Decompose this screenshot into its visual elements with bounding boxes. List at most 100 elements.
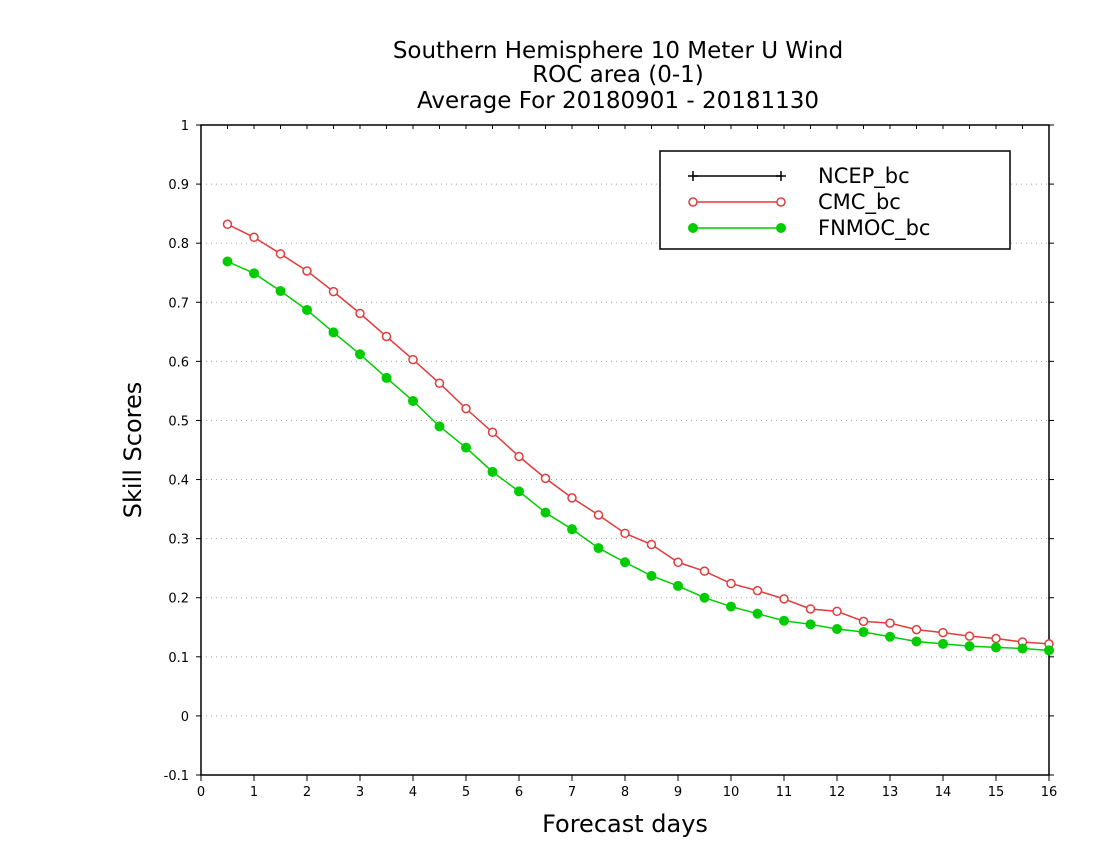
data-point-fnmoc-bc (302, 304, 312, 315)
x-tick-label: 6 (515, 785, 523, 800)
legend-marker-cmc-bc (688, 197, 698, 207)
data-point-fnmoc-bc (938, 638, 948, 649)
x-tick-label: 11 (776, 785, 793, 800)
data-point-fnmoc-bc (487, 466, 498, 477)
data-point-fnmoc-bc (620, 557, 630, 568)
data-point-fnmoc-bc (1044, 645, 1054, 656)
series-line-fnmoc-bc (227, 260, 1050, 652)
y-tick-label: 0.5 (168, 414, 189, 429)
y-tick-label: 0 (181, 710, 189, 725)
data-point-cmc-bc (699, 566, 710, 576)
series-layer (222, 219, 1054, 656)
x-tick-label: 12 (829, 785, 846, 800)
data-point-fnmoc-bc (275, 286, 286, 297)
x-tick-label: 10 (723, 785, 740, 800)
x-tick-label: 0 (197, 785, 205, 800)
data-point-fnmoc-bc (991, 642, 1001, 653)
data-point-cmc-bc (964, 631, 975, 641)
data-point-cmc-bc (487, 427, 498, 438)
data-point-fnmoc-bc (832, 624, 842, 635)
data-point-fnmoc-bc (249, 268, 259, 279)
legend-box (659, 150, 1011, 250)
y-tick-label: 0.6 (168, 355, 189, 370)
x-tick-label: 5 (462, 785, 470, 800)
legend-label-cmc-bc: CMC_bc (818, 190, 901, 215)
axes: -0.100.10.20.30.40.50.60.70.80.910 1 2 3 4 5 6… (164, 119, 1058, 800)
y-tick-label: 1 (181, 119, 189, 134)
y-axis-title: Skill Scores (119, 382, 147, 519)
data-point-cmc-bc (302, 266, 312, 276)
data-point-cmc-bc (249, 232, 259, 243)
y-tick-label: 0.2 (168, 592, 189, 607)
x-tick-label: 4 (409, 785, 417, 800)
y-tick-label: 0.7 (168, 296, 189, 311)
data-point-cmc-bc (381, 331, 392, 342)
data-point-fnmoc-bc (1017, 643, 1028, 654)
data-point-fnmoc-bc (408, 395, 418, 406)
x-tick-label: 1 (250, 785, 258, 800)
legend-marker-ncep-bc (776, 171, 786, 181)
y-tick-label: 0.9 (168, 178, 189, 193)
series-line-cmc-bc (227, 223, 1050, 645)
data-point-cmc-bc (832, 606, 842, 617)
data-point-cmc-bc (567, 493, 577, 503)
legend-marker-ncep-bc (688, 171, 698, 181)
legend-marker-cmc-bc (776, 197, 786, 207)
data-point-fnmoc-bc (911, 636, 922, 647)
title-line-3: Average For 20180901 - 20181130 (417, 88, 819, 114)
data-point-cmc-bc (938, 627, 948, 638)
y-tick-label: 0.4 (168, 474, 189, 489)
data-point-fnmoc-bc (885, 631, 895, 642)
data-point-cmc-bc (885, 618, 895, 628)
x-tick-label: 16 (1041, 785, 1058, 800)
y-tick-label: 0.8 (168, 237, 189, 252)
data-point-fnmoc-bc (779, 615, 789, 626)
data-point-cmc-bc (328, 286, 339, 297)
data-point-cmc-bc (434, 378, 445, 388)
data-point-fnmoc-bc (355, 349, 365, 360)
data-point-cmc-bc (461, 403, 471, 414)
data-point-fnmoc-bc (461, 442, 471, 453)
data-point-fnmoc-bc (673, 580, 683, 591)
x-tick-label: 3 (356, 785, 364, 800)
title-line-2: ROC area (0-1) (532, 62, 704, 88)
data-point-cmc-bc (514, 451, 524, 462)
data-point-fnmoc-bc (567, 524, 577, 535)
data-point-fnmoc-bc (434, 421, 445, 432)
data-point-fnmoc-bc (726, 601, 736, 612)
data-point-cmc-bc (620, 528, 630, 539)
legend-marker-fnmoc-bc (688, 223, 698, 233)
data-point-fnmoc-bc (328, 327, 339, 338)
data-point-fnmoc-bc (699, 592, 710, 603)
data-point-cmc-bc (646, 539, 657, 550)
data-point-cmc-bc (991, 633, 1001, 644)
data-point-cmc-bc (726, 578, 736, 589)
data-point-fnmoc-bc (752, 608, 763, 619)
x-tick-label: 2 (303, 785, 311, 800)
y-tick-label: 0.1 (168, 651, 189, 666)
x-tick-label: 14 (935, 785, 952, 800)
x-tick-label: 7 (568, 785, 576, 800)
data-point-cmc-bc (911, 624, 922, 635)
legend-label-ncep-bc: NCEP_bc (818, 164, 910, 189)
data-point-cmc-bc (805, 604, 816, 614)
data-point-fnmoc-bc (805, 619, 816, 630)
data-point-cmc-bc (752, 585, 763, 596)
y-tick-label: 0.3 (168, 533, 189, 548)
data-point-fnmoc-bc (381, 372, 392, 383)
data-point-cmc-bc (275, 249, 286, 259)
x-tick-label: 8 (621, 785, 629, 800)
data-point-cmc-bc (858, 616, 869, 627)
legend-label-fnmoc-bc: FNMOC_bc (818, 216, 930, 241)
data-point-fnmoc-bc (222, 256, 233, 267)
x-tick-label: 13 (882, 785, 899, 800)
data-point-cmc-bc (779, 594, 789, 604)
x-axis-title: Forecast days (542, 810, 708, 838)
data-point-fnmoc-bc (540, 507, 551, 518)
data-point-fnmoc-bc (593, 543, 604, 554)
legend-marker-fnmoc-bc (776, 223, 786, 233)
x-tick-label: 9 (674, 785, 682, 800)
data-point-cmc-bc (355, 308, 365, 319)
